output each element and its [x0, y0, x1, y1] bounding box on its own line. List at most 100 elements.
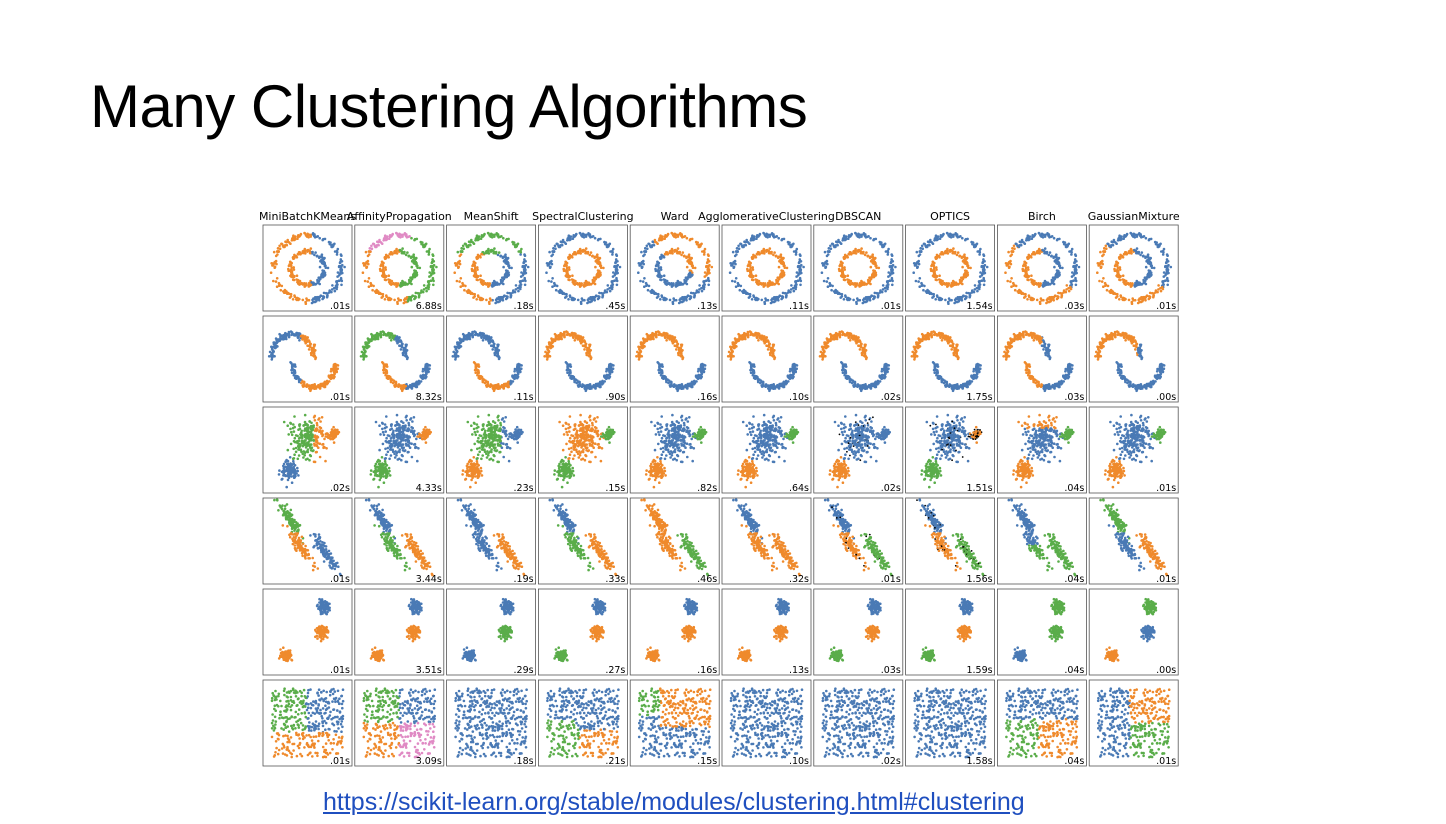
data-point	[682, 300, 685, 303]
data-point	[287, 270, 290, 273]
data-point	[1105, 245, 1108, 248]
data-point	[473, 330, 476, 333]
data-point	[385, 371, 388, 374]
data-point	[1148, 272, 1151, 275]
data-point	[597, 272, 600, 275]
data-point	[401, 252, 404, 255]
data-point	[594, 266, 597, 269]
data-point	[1126, 252, 1129, 255]
data-point	[396, 335, 399, 338]
data-point	[487, 251, 490, 254]
data-point	[979, 248, 982, 251]
data-point	[762, 251, 765, 254]
data-point	[550, 255, 553, 258]
data-point	[1122, 278, 1125, 281]
data-point	[1050, 236, 1053, 239]
data-point	[432, 280, 435, 283]
data-point	[404, 232, 407, 235]
data-point	[379, 270, 382, 273]
data-point	[1023, 296, 1026, 299]
data-point	[831, 285, 834, 288]
data-point	[573, 283, 576, 286]
data-point	[828, 250, 831, 253]
data-point	[979, 283, 982, 286]
data-point	[751, 298, 754, 301]
data-point	[672, 302, 675, 305]
data-point	[585, 235, 588, 238]
data-point	[494, 281, 497, 284]
data-point	[1115, 261, 1118, 264]
data-point	[397, 234, 400, 237]
data-point	[1010, 285, 1013, 288]
data-point	[872, 269, 875, 272]
data-point	[656, 261, 659, 264]
data-point	[523, 253, 526, 256]
data-point	[739, 289, 742, 292]
data-point	[752, 279, 755, 282]
data-point	[843, 239, 846, 242]
data-point	[841, 273, 844, 276]
data-point	[931, 296, 934, 299]
data-point	[582, 249, 585, 252]
data-point	[950, 285, 953, 288]
data-point	[310, 247, 313, 250]
data-point	[1009, 280, 1012, 283]
data-point	[641, 266, 644, 269]
data-point	[315, 236, 318, 239]
data-point	[1138, 232, 1141, 235]
data-point	[1011, 247, 1014, 250]
data-point	[685, 255, 688, 258]
data-point	[309, 252, 312, 255]
data-point	[967, 274, 970, 277]
data-point	[860, 252, 863, 255]
data-point	[366, 345, 369, 348]
data-point	[483, 252, 486, 255]
runtime-label: .11s	[789, 301, 809, 312]
data-point	[1167, 272, 1170, 275]
data-point	[377, 338, 380, 341]
data-point	[1133, 249, 1136, 252]
data-point	[942, 252, 945, 255]
data-point	[510, 267, 513, 270]
data-point	[799, 284, 802, 287]
data-point	[1131, 234, 1134, 237]
data-point	[463, 336, 466, 339]
data-point	[1070, 281, 1073, 284]
data-point	[309, 235, 312, 238]
data-point	[301, 282, 304, 285]
data-point	[609, 243, 612, 246]
data-point	[1009, 255, 1012, 258]
data-point	[1162, 281, 1165, 284]
data-point	[837, 239, 840, 242]
data-point	[285, 338, 288, 341]
data-point	[1145, 237, 1148, 240]
data-point	[370, 245, 373, 248]
data-point	[389, 299, 392, 302]
data-point	[378, 239, 381, 242]
data-point	[639, 280, 642, 283]
data-point	[701, 250, 704, 253]
data-point	[390, 283, 393, 286]
data-point	[1125, 280, 1128, 283]
data-point	[1058, 274, 1061, 277]
data-point	[338, 274, 341, 277]
data-point	[306, 344, 309, 347]
data-point	[395, 251, 398, 254]
data-point	[1101, 255, 1104, 258]
data-point	[471, 336, 474, 339]
data-point	[1030, 256, 1033, 259]
data-point	[660, 268, 663, 271]
data-point	[547, 280, 550, 283]
data-point	[935, 239, 938, 242]
runtime-label: .01s	[1156, 301, 1176, 312]
data-point	[1098, 263, 1101, 266]
data-point	[777, 255, 780, 258]
panel-frame	[447, 316, 536, 402]
data-point	[891, 284, 894, 287]
data-point	[277, 250, 280, 253]
data-point	[331, 284, 334, 287]
data-point	[421, 241, 424, 244]
data-point	[476, 236, 479, 239]
data-point	[786, 267, 789, 270]
data-point	[665, 235, 668, 238]
